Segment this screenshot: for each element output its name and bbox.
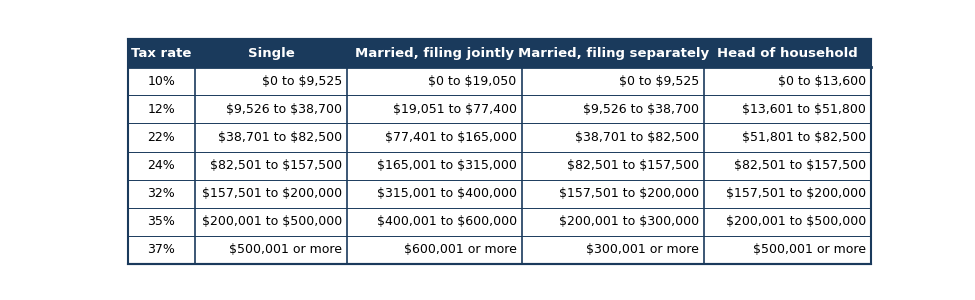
Text: $0 to $19,050: $0 to $19,050 [428,75,517,88]
Bar [128,236,872,263]
Bar [128,208,872,236]
Text: $0 to $13,600: $0 to $13,600 [778,75,866,88]
Text: 35%: 35% [147,215,176,228]
Text: $82,501 to $157,500: $82,501 to $157,500 [566,159,699,172]
Text: 12%: 12% [147,103,176,116]
Text: $315,001 to $400,000: $315,001 to $400,000 [376,187,517,200]
Text: $9,526 to $38,700: $9,526 to $38,700 [583,103,699,116]
Text: Single: Single [248,47,294,60]
Bar [128,40,872,68]
Bar [128,95,872,124]
Text: $200,001 to $500,000: $200,001 to $500,000 [202,215,342,228]
Text: $157,501 to $200,000: $157,501 to $200,000 [726,187,866,200]
Text: 24%: 24% [147,159,176,172]
Text: Head of household: Head of household [718,47,858,60]
Text: $38,701 to $82,500: $38,701 to $82,500 [217,131,342,144]
Text: $200,001 to $500,000: $200,001 to $500,000 [726,215,866,228]
Text: $13,601 to $51,800: $13,601 to $51,800 [742,103,866,116]
Text: Married, filing jointly: Married, filing jointly [355,47,514,60]
Text: $82,501 to $157,500: $82,501 to $157,500 [734,159,866,172]
Text: $51,801 to $82,500: $51,801 to $82,500 [742,131,866,144]
Text: $500,001 or more: $500,001 or more [229,243,342,256]
Text: $0 to $9,525: $0 to $9,525 [618,75,699,88]
Text: 22%: 22% [147,131,176,144]
Text: $0 to $9,525: $0 to $9,525 [261,75,342,88]
Text: $157,501 to $200,000: $157,501 to $200,000 [559,187,699,200]
Text: $300,001 or more: $300,001 or more [586,243,699,256]
Text: $157,501 to $200,000: $157,501 to $200,000 [202,187,342,200]
Text: $38,701 to $82,500: $38,701 to $82,500 [574,131,699,144]
Bar [128,68,872,95]
Text: $19,051 to $77,400: $19,051 to $77,400 [393,103,517,116]
Text: 10%: 10% [147,75,176,88]
Text: 32%: 32% [147,187,176,200]
Text: Tax rate: Tax rate [132,47,191,60]
Text: $82,501 to $157,500: $82,501 to $157,500 [210,159,342,172]
Text: $9,526 to $38,700: $9,526 to $38,700 [226,103,342,116]
Text: $500,001 or more: $500,001 or more [753,243,866,256]
Text: Married, filing separately: Married, filing separately [518,47,709,60]
Text: $200,001 to $300,000: $200,001 to $300,000 [559,215,699,228]
Text: $165,001 to $315,000: $165,001 to $315,000 [376,159,517,172]
Text: $600,001 or more: $600,001 or more [404,243,517,256]
Bar [128,179,872,208]
Text: $400,001 to $600,000: $400,001 to $600,000 [376,215,517,228]
Text: $77,401 to $165,000: $77,401 to $165,000 [385,131,517,144]
Bar [128,152,872,179]
Text: 37%: 37% [147,243,176,256]
Bar [128,124,872,152]
